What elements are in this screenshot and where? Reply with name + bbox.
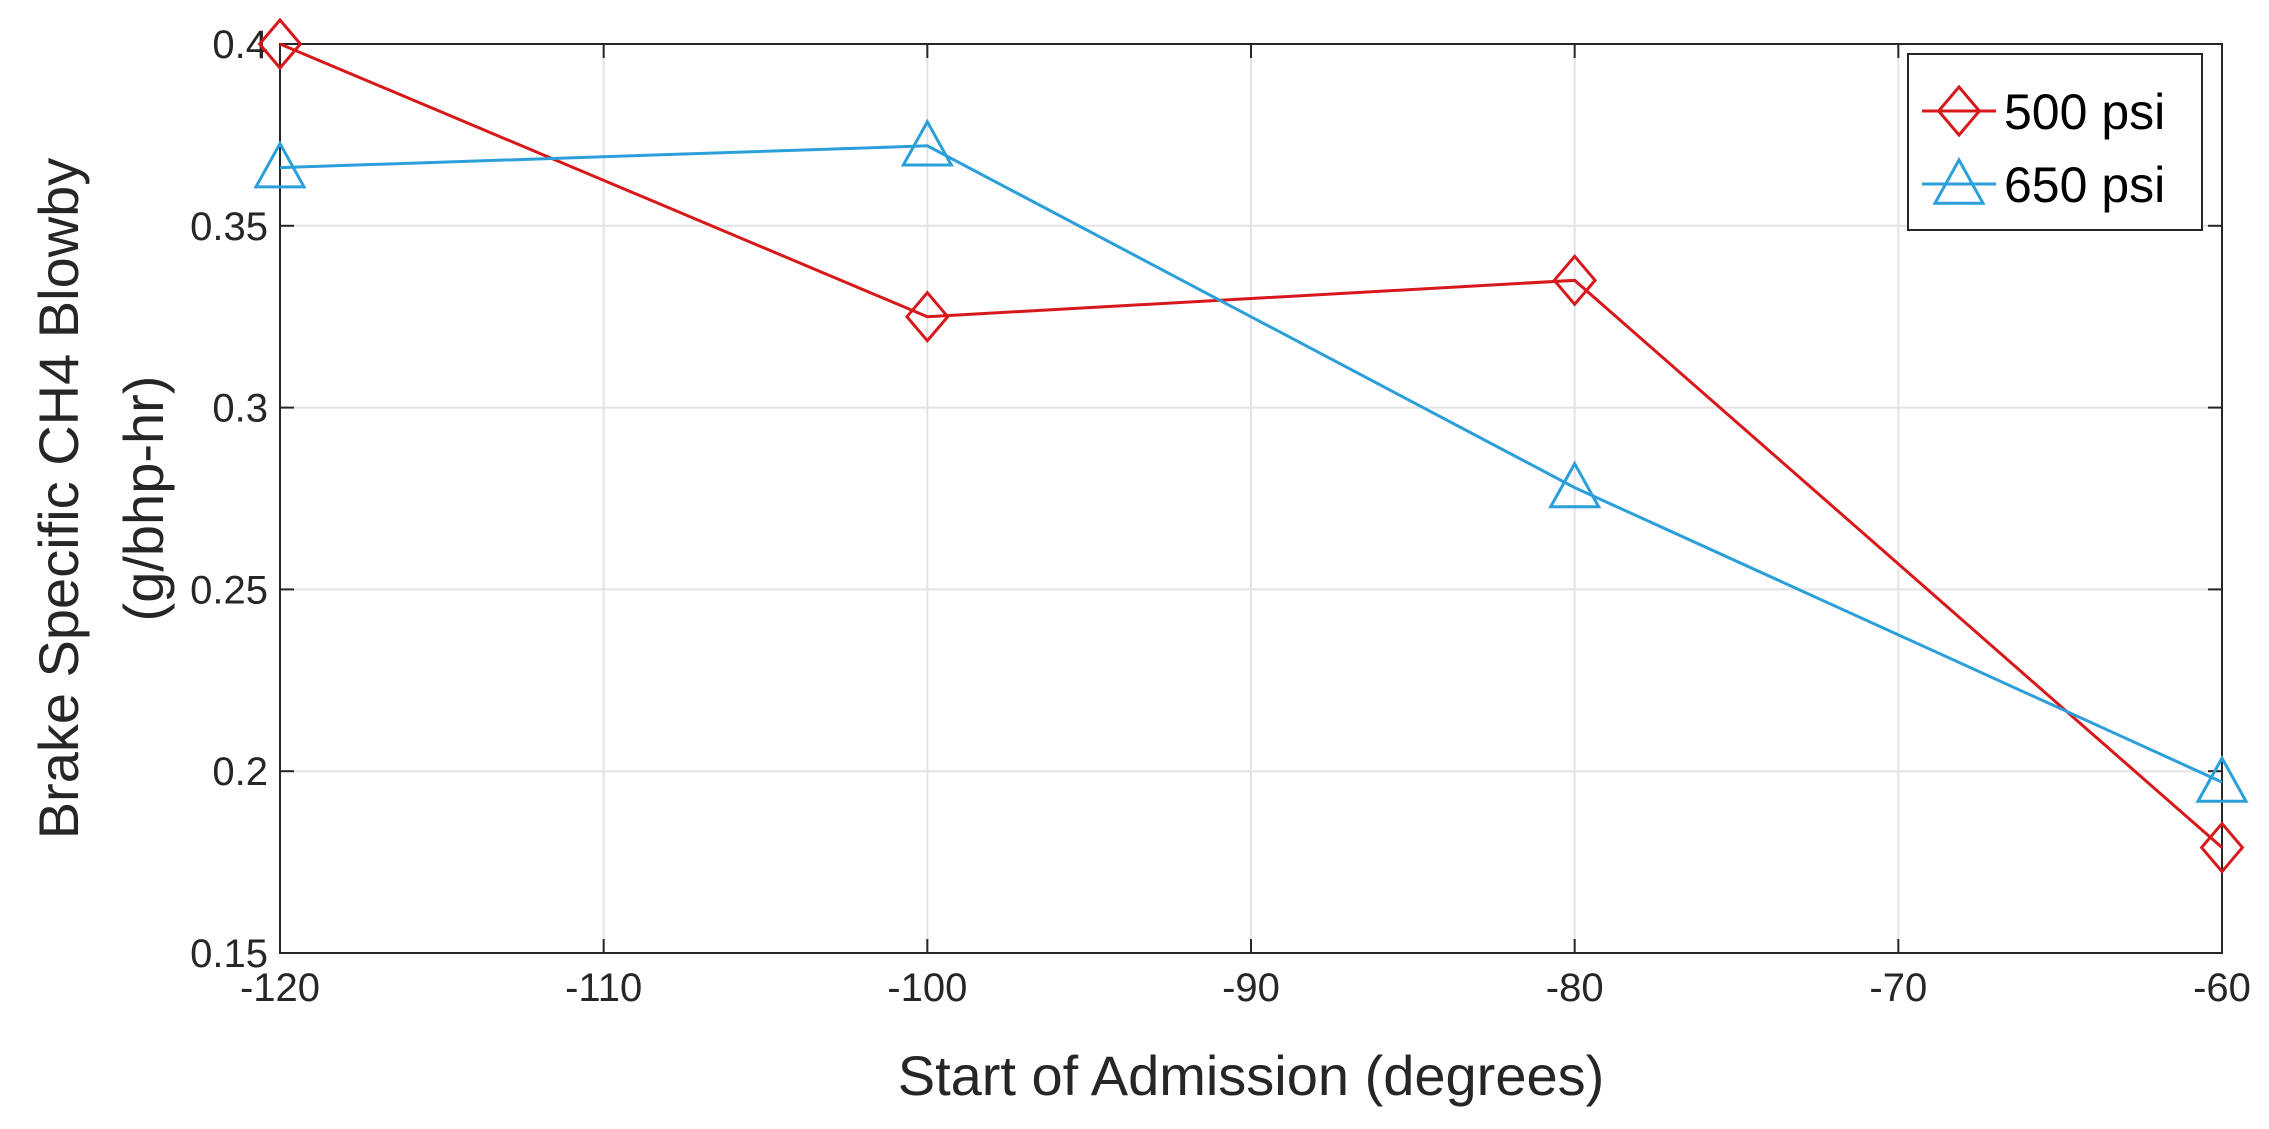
series-line-500-psi: [279, 42, 2223, 849]
series-500-psi: [257, 17, 2245, 874]
x-axis-label: Start of Admission (degrees): [898, 1044, 1605, 1107]
y-tick-label: 0.2: [212, 750, 268, 794]
y-axis-label: Brake Specific CH4 Blowby (g/bhp-hr): [27, 158, 175, 840]
legend-box: [1907, 53, 2203, 231]
y-tick-label: 0.3: [212, 387, 268, 431]
series-line-650-psi: [279, 144, 2223, 784]
legend-marker-500-psi: [1936, 84, 1982, 138]
data-point-500-psi: [904, 290, 950, 344]
legend: 500 psi 650 psi: [1907, 53, 2203, 231]
data-point-650-psi: [253, 140, 307, 189]
data-point-500-psi: [1552, 254, 1598, 307]
x-tick-label: -60: [2193, 966, 2251, 1010]
y-axis-label-line1: Brake Specific CH4 Blowby: [27, 158, 90, 840]
y-tick-label: 0.25: [190, 568, 268, 612]
data-point-500-psi: [2199, 821, 2245, 874]
series-group: [253, 17, 2249, 874]
x-tick-label: -110: [565, 966, 642, 1010]
legend-label-650-psi: 650 psi: [2004, 157, 2165, 213]
legend-label-500-psi: 500 psi: [2004, 84, 2165, 140]
data-point-650-psi: [900, 118, 954, 167]
axis-ticks: -120 -110 -100 -90 -80 -70 -60 0.15 0.2 0.25 0.3 0.…: [190, 23, 2251, 1010]
y-tick-label: 0.15: [190, 932, 268, 976]
y-tick-label: 0.35: [190, 205, 268, 249]
data-point-650-psi: [1548, 460, 1602, 509]
x-tick-label: -90: [1222, 966, 1280, 1010]
x-tick-label: -80: [1546, 966, 1604, 1010]
x-tick-label: -70: [1869, 966, 1927, 1010]
x-tick-label: -120: [240, 966, 320, 1010]
legend-item-650-psi: 650 psi: [1922, 156, 2165, 213]
legend-marker-650-psi: [1932, 156, 1986, 205]
legend-item-500-psi: 500 psi: [1922, 84, 2165, 140]
series-650-psi: [253, 118, 2249, 803]
data-point-500-psi: [257, 17, 303, 71]
data-point-650-psi: [2195, 755, 2249, 803]
x-tick-label: -100: [887, 966, 967, 1010]
y-axis-label-line2: (g/bhp-hr): [112, 376, 175, 622]
